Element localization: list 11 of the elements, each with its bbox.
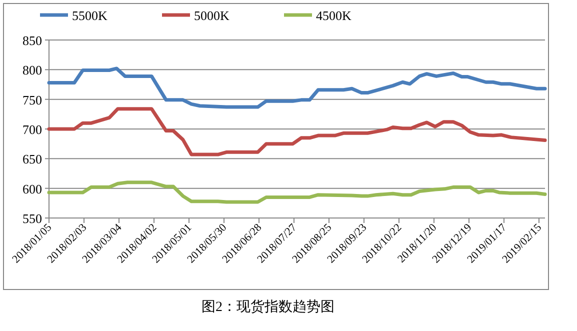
y-tick-label: 750 <box>22 92 42 108</box>
text: 图2：现货指数趋势图 <box>202 299 334 315</box>
y-tick-label: 600 <box>22 181 42 196</box>
y-tick-label: 650 <box>22 152 42 167</box>
y-tick-label: 800 <box>22 62 42 78</box>
legend-label: 4500K <box>316 8 352 23</box>
legend-label: 5000K <box>194 8 230 23</box>
legend-label: 5500K <box>72 8 108 23</box>
y-tick-label: 850 <box>22 33 42 48</box>
y-tick-label: 550 <box>22 211 42 226</box>
y-tick-label: 700 <box>22 122 42 137</box>
